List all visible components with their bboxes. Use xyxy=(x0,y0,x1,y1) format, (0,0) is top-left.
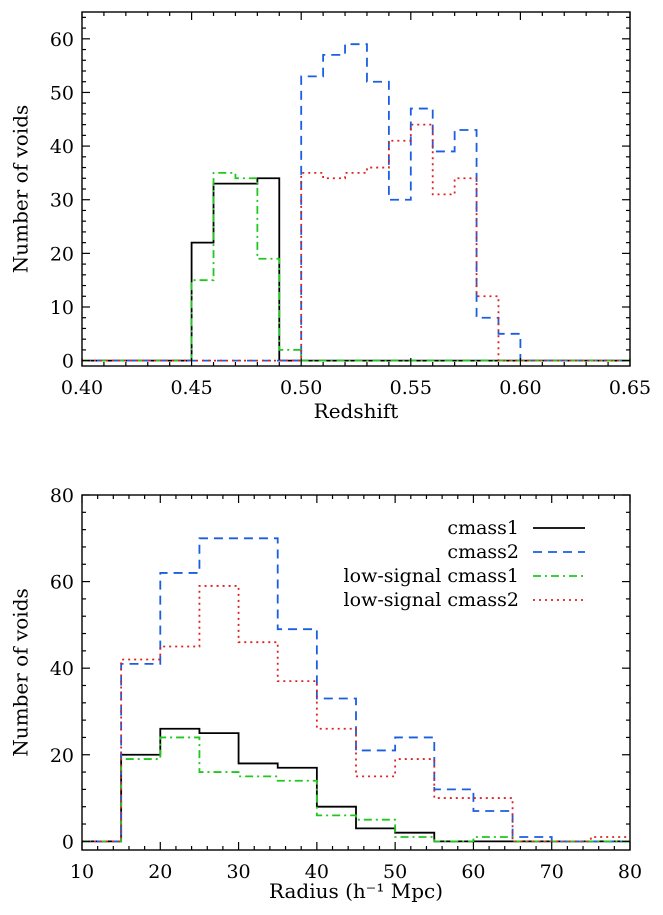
plot-frame xyxy=(81,11,631,367)
y-tick-label: 20 xyxy=(50,745,74,767)
x-tick-label: 70 xyxy=(540,861,564,883)
y-tick-label: 20 xyxy=(50,243,74,265)
series-line-low-signal-cmass1 xyxy=(82,736,630,843)
x-tick-label: 10 xyxy=(70,861,94,883)
x-tick-label: 80 xyxy=(618,861,642,883)
x-tick-label: 60 xyxy=(461,861,485,883)
y-axis-label: Number of voids xyxy=(9,588,33,757)
x-tick-label: 0.60 xyxy=(499,377,541,399)
x-tick-label: 40 xyxy=(305,861,329,883)
x-tick-label: 30 xyxy=(226,861,250,883)
y-tick-label: 40 xyxy=(50,136,74,158)
series-line-cmass1 xyxy=(82,177,630,362)
chart-panel-2: 10 20 30 40 50 60 70 80 0 20 40 60 80 Radius (h⁻¹ Mpc… xyxy=(9,485,643,903)
x-tick-label: 0.45 xyxy=(170,377,212,399)
x-tick-label: 0.40 xyxy=(61,377,103,399)
y-tick-label: 60 xyxy=(50,572,74,594)
y-tick-label: 30 xyxy=(50,190,74,212)
y-tick-label: 40 xyxy=(50,658,74,680)
y-tick-label: 60 xyxy=(50,29,74,51)
y-tick-label: 10 xyxy=(50,297,74,319)
chart-panel-1: 0.40 0.45 0.50 0.55 0.60 0.65 0 10 20 30 40 50 60 Red… xyxy=(9,11,651,423)
legend-label: cmass1 xyxy=(447,517,519,539)
series-line-cmass1 xyxy=(82,727,630,843)
series-line-low-signal-cmass2 xyxy=(82,123,630,362)
legend-label: low-signal cmass1 xyxy=(344,565,519,587)
x-tick-label: 0.55 xyxy=(390,377,432,399)
series-line-cmass2 xyxy=(82,43,630,362)
plot-frame xyxy=(81,494,631,851)
y-tick-label: 0 xyxy=(62,351,74,373)
x-tick-label: 20 xyxy=(148,861,172,883)
x-tick-label: 0.65 xyxy=(609,377,651,399)
series-line-low-signal-cmass1 xyxy=(82,172,630,362)
y-tick-label: 50 xyxy=(50,82,74,104)
x-axis-label: Redshift xyxy=(314,399,399,423)
y-tick-label: 80 xyxy=(50,485,74,507)
y-axis-label: Number of voids xyxy=(9,105,33,274)
legend-label: cmass2 xyxy=(447,541,519,563)
x-tick-label: 50 xyxy=(383,861,407,883)
legend-label: low-signal cmass2 xyxy=(344,589,519,611)
x-tick-label: 0.50 xyxy=(280,377,322,399)
y-tick-label: 0 xyxy=(62,831,74,853)
x-axis-label: Radius (h⁻¹ Mpc) xyxy=(269,879,443,903)
